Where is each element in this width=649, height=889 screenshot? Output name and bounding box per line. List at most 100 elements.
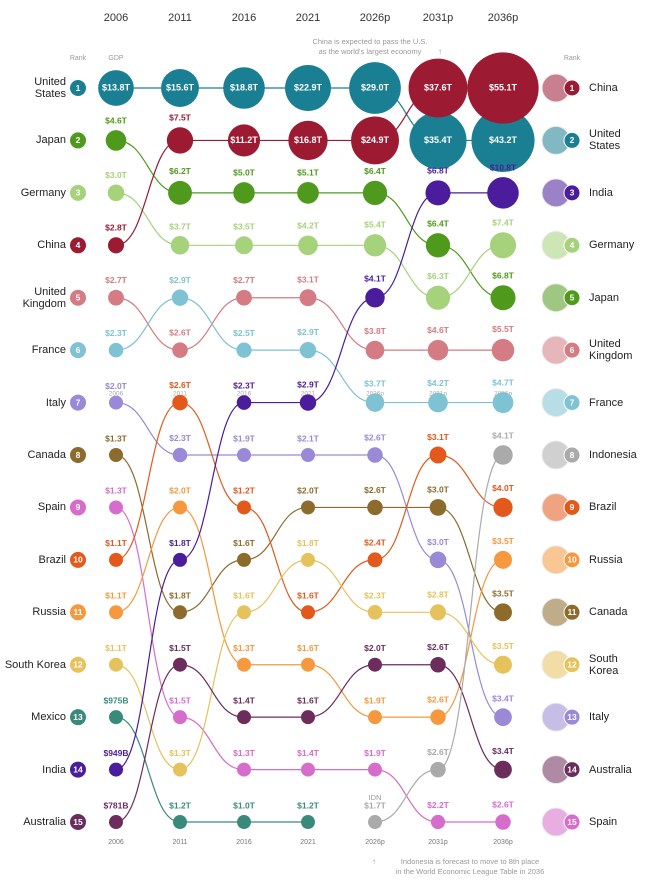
rank-badge xyxy=(563,79,581,97)
country-name: Germany xyxy=(20,186,66,199)
gdp-label: $1.5T xyxy=(169,643,192,653)
year-label-small: 2016 xyxy=(237,391,252,398)
rank-badge xyxy=(70,237,86,254)
country-name: Japan xyxy=(36,134,66,147)
gdp-label: $1.0T xyxy=(233,800,256,810)
gdp-bubble xyxy=(368,815,382,830)
gdp-bubble xyxy=(170,236,190,255)
gdp-label: $22.9T xyxy=(294,82,323,92)
country-name: France xyxy=(589,396,624,409)
gdp-label: $4.1T xyxy=(492,431,515,441)
rank-number: 12 xyxy=(73,659,83,669)
gdp-bubble xyxy=(105,130,127,151)
gdp-label: $3.0T xyxy=(427,537,450,547)
rank-badge xyxy=(563,708,581,726)
gdp-bubble xyxy=(301,710,315,725)
gdp-bubble xyxy=(367,552,383,568)
gdp-label: $3.7T xyxy=(364,379,387,389)
gdp-label: $4.7T xyxy=(492,377,515,387)
rank-badge xyxy=(563,394,581,412)
gdp-label: $4.6T xyxy=(105,115,128,125)
gdp-label: $6.8T xyxy=(427,166,450,176)
gdp-label: $6.2T xyxy=(169,166,192,176)
gdp-bubble xyxy=(236,395,252,410)
gdp-bubble xyxy=(108,289,124,306)
country-name: Brazil xyxy=(38,553,66,566)
gdp-label: $1.8T xyxy=(169,591,192,601)
gdp-bubble xyxy=(301,448,315,463)
gdp-bubble xyxy=(429,551,447,569)
gdp-label: $15.6T xyxy=(166,82,195,92)
year-label: 2016 xyxy=(232,12,256,24)
gdp-bubble xyxy=(430,709,446,725)
year-label: 2036p xyxy=(488,12,519,24)
gdp-bubble xyxy=(427,339,449,361)
gdp-bubble xyxy=(109,762,123,777)
gdp-bubble xyxy=(490,285,516,311)
gdp-label: $5.4T xyxy=(364,219,387,229)
gdp-label: $1.2T xyxy=(297,800,320,810)
year-label: 2026p xyxy=(360,12,391,24)
year-label-small: 2006 xyxy=(109,391,124,398)
gdp-bubble xyxy=(237,500,251,515)
gdp-bubble xyxy=(368,657,382,672)
country-name: Russia xyxy=(32,606,66,619)
gdp-label: $43.2T xyxy=(489,135,518,145)
gdp-label: $1.4T xyxy=(233,695,256,705)
rank-badge xyxy=(70,184,86,201)
gdp-label: $1.9T xyxy=(364,695,387,705)
gdp-label: $2.6T xyxy=(492,800,515,810)
nodes: $13.8T $15.6T $18.8T $22.9T $29.0T $35.4T $43.… xyxy=(70,52,581,837)
gdp-label: $2.3T xyxy=(233,381,256,391)
rank-badge xyxy=(563,813,581,831)
gdp-label: $4.2T xyxy=(427,378,450,388)
gdp-label: $2.6T xyxy=(427,747,450,757)
gdp-label: $29.0T xyxy=(361,82,390,92)
country-name: Indonesia xyxy=(589,449,637,461)
year-label-small: 2011 xyxy=(172,839,187,846)
gdp-bubble xyxy=(173,605,187,620)
gdp-label: $1.9T xyxy=(364,748,387,758)
gdp-label: $5.1T xyxy=(297,167,320,177)
gdp-label: $55.1T xyxy=(489,82,518,92)
rank-number: 8 xyxy=(570,450,575,460)
rank-badge xyxy=(563,498,581,516)
year-label-small: 2011 xyxy=(173,391,187,398)
gdp-bubble xyxy=(237,605,251,620)
gdp-label: $2.5T xyxy=(233,328,256,338)
rank-line xyxy=(115,716,308,823)
gdp-bubble xyxy=(430,814,446,830)
gdp-bubble xyxy=(429,499,447,516)
gdp-label: $4.2T xyxy=(297,221,320,231)
rank-number: 2 xyxy=(76,135,81,145)
gdp-label: $2.8T xyxy=(427,590,450,600)
country-name: Brazil xyxy=(589,501,617,514)
gdp-label: $2.0T xyxy=(105,381,128,391)
gdp-label: $2.4T xyxy=(364,538,387,548)
rank-badge xyxy=(563,761,581,779)
country-name: United States xyxy=(589,128,621,153)
gdp-label: $3.7T xyxy=(169,221,192,231)
gdp-label: $3.4T xyxy=(492,694,515,704)
rank-badge xyxy=(70,761,86,778)
rank-line xyxy=(115,454,504,613)
rank-badge xyxy=(563,603,581,621)
gdp-label: $7.4T xyxy=(492,217,515,227)
gdp-label: $1.4T xyxy=(297,748,320,758)
gdp-bubble xyxy=(172,447,188,463)
country-name: Spain xyxy=(589,816,618,829)
gdp-bubble xyxy=(301,552,315,567)
gdp-bubble xyxy=(493,497,513,518)
rank-number: 14 xyxy=(567,764,577,774)
gdp-label: $1.3T xyxy=(233,643,256,653)
year-label: 2011 xyxy=(168,12,192,24)
annotation: ↑ xyxy=(438,47,442,56)
year-label-small: 2006 xyxy=(108,839,124,846)
rank-number: 13 xyxy=(73,712,83,722)
gdp-label: $1.1T xyxy=(105,591,128,601)
rank-number: 14 xyxy=(73,764,83,774)
gdp-bubble xyxy=(429,446,447,464)
gdp-bubble xyxy=(168,180,192,205)
idn-label: IDN xyxy=(369,793,382,802)
